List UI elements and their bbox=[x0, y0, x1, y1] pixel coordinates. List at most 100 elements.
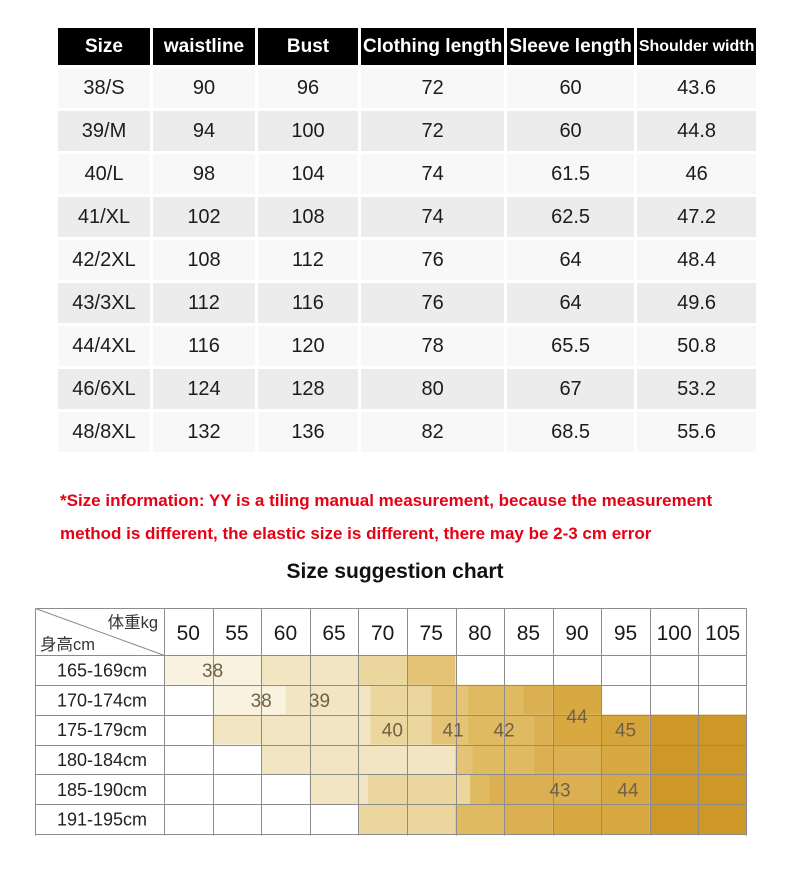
size-cell: 65.5 bbox=[507, 326, 634, 366]
size-cell: 74 bbox=[361, 197, 505, 237]
chart-region bbox=[406, 655, 456, 685]
size-row: 38/S 90 96 72 60 43.6 bbox=[58, 68, 757, 108]
header-cell-shoulder-width: Shoulder width bbox=[636, 28, 757, 65]
chart-region bbox=[489, 774, 602, 805]
chart-region bbox=[370, 684, 432, 715]
header-cell-size: Size bbox=[58, 28, 150, 65]
chart-region bbox=[164, 655, 262, 685]
size-cell: 61.5 bbox=[507, 154, 634, 194]
size-cell: 108 bbox=[153, 240, 255, 280]
size-row: 42/2XL 108 112 76 64 48.4 bbox=[58, 240, 757, 280]
weight-column-header: 90 bbox=[565, 622, 588, 645]
chart-region bbox=[285, 684, 371, 715]
size-cell: 72 bbox=[361, 68, 505, 108]
size-cell: 96 bbox=[258, 68, 358, 108]
size-cell: 43.6 bbox=[636, 68, 757, 108]
size-cell: 102 bbox=[153, 197, 255, 237]
size-cell: 136 bbox=[258, 412, 358, 452]
size-row: 41/XL 102 108 74 62.5 47.2 bbox=[58, 197, 757, 237]
header-cell-waistline: waistline bbox=[153, 28, 255, 65]
weight-column-header: 65 bbox=[322, 622, 345, 645]
weight-axis-label: 体重kg bbox=[108, 613, 158, 632]
chart-region bbox=[533, 714, 553, 745]
size-cell: 53.2 bbox=[636, 369, 757, 409]
chart-region bbox=[523, 684, 553, 715]
size-cell: 67 bbox=[507, 369, 634, 409]
chart-region bbox=[455, 804, 505, 834]
size-cell: 55.6 bbox=[636, 412, 757, 452]
size-measurement-table-wrap: Size waistline Bust Clothing length Sleeve l… bbox=[55, 25, 759, 455]
header-cell-clothing-length: Clothing length bbox=[361, 28, 505, 65]
chart-region bbox=[552, 684, 602, 715]
weight-column-header: 70 bbox=[371, 622, 394, 645]
chart-region bbox=[552, 714, 602, 745]
height-row-label: 180-184cm bbox=[57, 750, 147, 770]
size-cell: 48/8XL bbox=[58, 412, 150, 452]
weight-column-header: 75 bbox=[420, 622, 443, 645]
chart-region bbox=[358, 804, 456, 834]
chart-region bbox=[472, 744, 534, 775]
size-table-body: 38/S 90 96 72 60 43.6 39/M 94 100 72 60 44.8 40/L 98 1… bbox=[58, 68, 757, 452]
size-cell: 76 bbox=[361, 240, 505, 280]
size-table-header-row: Size waistline Bust Clothing length Sleeve l… bbox=[58, 28, 757, 65]
size-row: 46/6XL 124 128 80 67 53.2 bbox=[58, 369, 757, 409]
weight-column-header: 80 bbox=[468, 622, 491, 645]
weight-column-header: 105 bbox=[705, 622, 740, 645]
chart-region bbox=[601, 714, 650, 745]
size-cell: 42/2XL bbox=[58, 240, 150, 280]
note-line: *Size information: YY is a tiling manual… bbox=[60, 491, 713, 510]
size-cell: 46/6XL bbox=[58, 369, 150, 409]
size-cell: 44/4XL bbox=[58, 326, 150, 366]
size-cell: 64 bbox=[507, 283, 634, 323]
chart-region bbox=[455, 744, 473, 775]
size-cell: 49.6 bbox=[636, 283, 757, 323]
chart-region bbox=[467, 714, 534, 745]
size-cell: 124 bbox=[153, 369, 255, 409]
size-cell: 112 bbox=[258, 240, 358, 280]
height-row-label: 170-174cm bbox=[57, 690, 147, 710]
size-cell: 80 bbox=[361, 369, 505, 409]
size-cell: 74 bbox=[361, 154, 505, 194]
size-cell: 116 bbox=[153, 326, 255, 366]
size-cell: 47.2 bbox=[636, 197, 757, 237]
size-cell: 39/M bbox=[58, 111, 150, 151]
weight-column-header: 100 bbox=[657, 622, 692, 645]
size-cell: 43/3XL bbox=[58, 283, 150, 323]
size-cell: 98 bbox=[153, 154, 255, 194]
chart-region bbox=[601, 774, 650, 805]
weight-column-header: 85 bbox=[517, 622, 540, 645]
chart-region bbox=[504, 804, 553, 834]
size-cell: 112 bbox=[153, 283, 255, 323]
region-size-label: 44 bbox=[617, 780, 639, 801]
region-size-label: 44 bbox=[566, 707, 588, 728]
size-cell: 44.8 bbox=[636, 111, 757, 151]
height-axis-label: 身高cm bbox=[40, 635, 95, 654]
size-cell: 40/L bbox=[58, 154, 150, 194]
chart-region bbox=[212, 684, 286, 715]
size-suggestion-chart: 50 55 60 65 70 75 80 85 90 95 100 105 165-169cm 170-1… bbox=[35, 608, 747, 836]
region-size-label: 38 bbox=[251, 691, 272, 712]
height-row-label: 185-190cm bbox=[57, 780, 147, 800]
size-cell: 62.5 bbox=[507, 197, 634, 237]
size-row: 40/L 98 104 74 61.5 46 bbox=[58, 154, 757, 194]
size-cell: 128 bbox=[258, 369, 358, 409]
weight-column-header: 55 bbox=[225, 622, 248, 645]
chart-region bbox=[431, 714, 468, 745]
size-cell: 50.8 bbox=[636, 326, 757, 366]
size-cell: 76 bbox=[361, 283, 505, 323]
chart-region bbox=[533, 744, 602, 775]
grid-line bbox=[35, 608, 165, 656]
size-cell: 100 bbox=[258, 111, 358, 151]
region-size-label: 41 bbox=[443, 721, 464, 742]
note-line: method is different, the elastic size is… bbox=[60, 524, 652, 543]
size-cell: 132 bbox=[153, 412, 255, 452]
size-cell: 48.4 bbox=[636, 240, 757, 280]
size-cell: 46 bbox=[636, 154, 757, 194]
region-size-label: 42 bbox=[494, 721, 515, 742]
size-cell: 60 bbox=[507, 111, 634, 151]
chart-region bbox=[368, 774, 471, 805]
size-cell: 120 bbox=[258, 326, 358, 366]
size-cell: 94 bbox=[153, 111, 255, 151]
size-cell: 108 bbox=[258, 197, 358, 237]
chart-region bbox=[309, 774, 369, 805]
